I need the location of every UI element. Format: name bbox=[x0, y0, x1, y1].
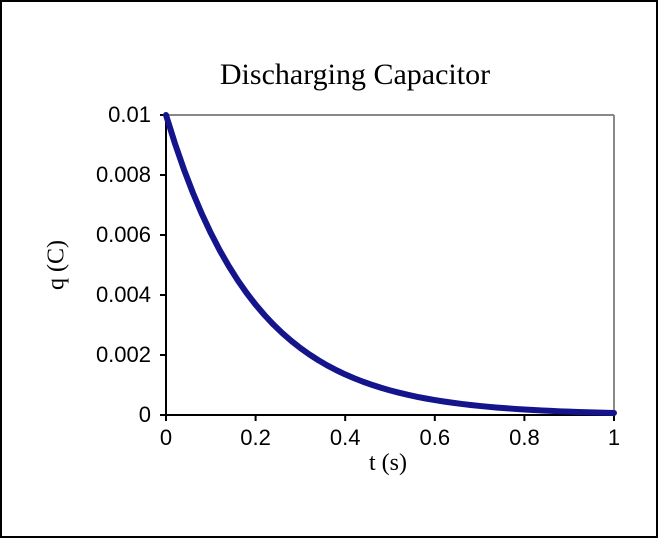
y-tick-label: 0.004 bbox=[95, 282, 151, 307]
y-tick-label: 0.006 bbox=[95, 222, 151, 247]
y-tick-label: 0 bbox=[138, 402, 151, 427]
x-tick-label: 0 bbox=[159, 425, 173, 450]
x-tick-label: 0.2 bbox=[240, 425, 271, 450]
x-tick-label: 0.4 bbox=[329, 425, 361, 450]
x-axis-title: t (s) bbox=[369, 450, 407, 476]
x-tick-label: 0.8 bbox=[509, 425, 540, 450]
y-tick-label: 0.002 bbox=[95, 342, 151, 367]
series-line bbox=[163, 112, 617, 416]
x-tick-label: 1 bbox=[607, 425, 621, 450]
y-axis-title: q (C) bbox=[43, 240, 70, 290]
x-tick-label: 0.6 bbox=[419, 425, 451, 450]
chart-title: Discharging Capacitor bbox=[219, 58, 491, 91]
y-tick-label: 0.01 bbox=[108, 102, 151, 127]
y-tick-label: 0.008 bbox=[95, 162, 151, 187]
